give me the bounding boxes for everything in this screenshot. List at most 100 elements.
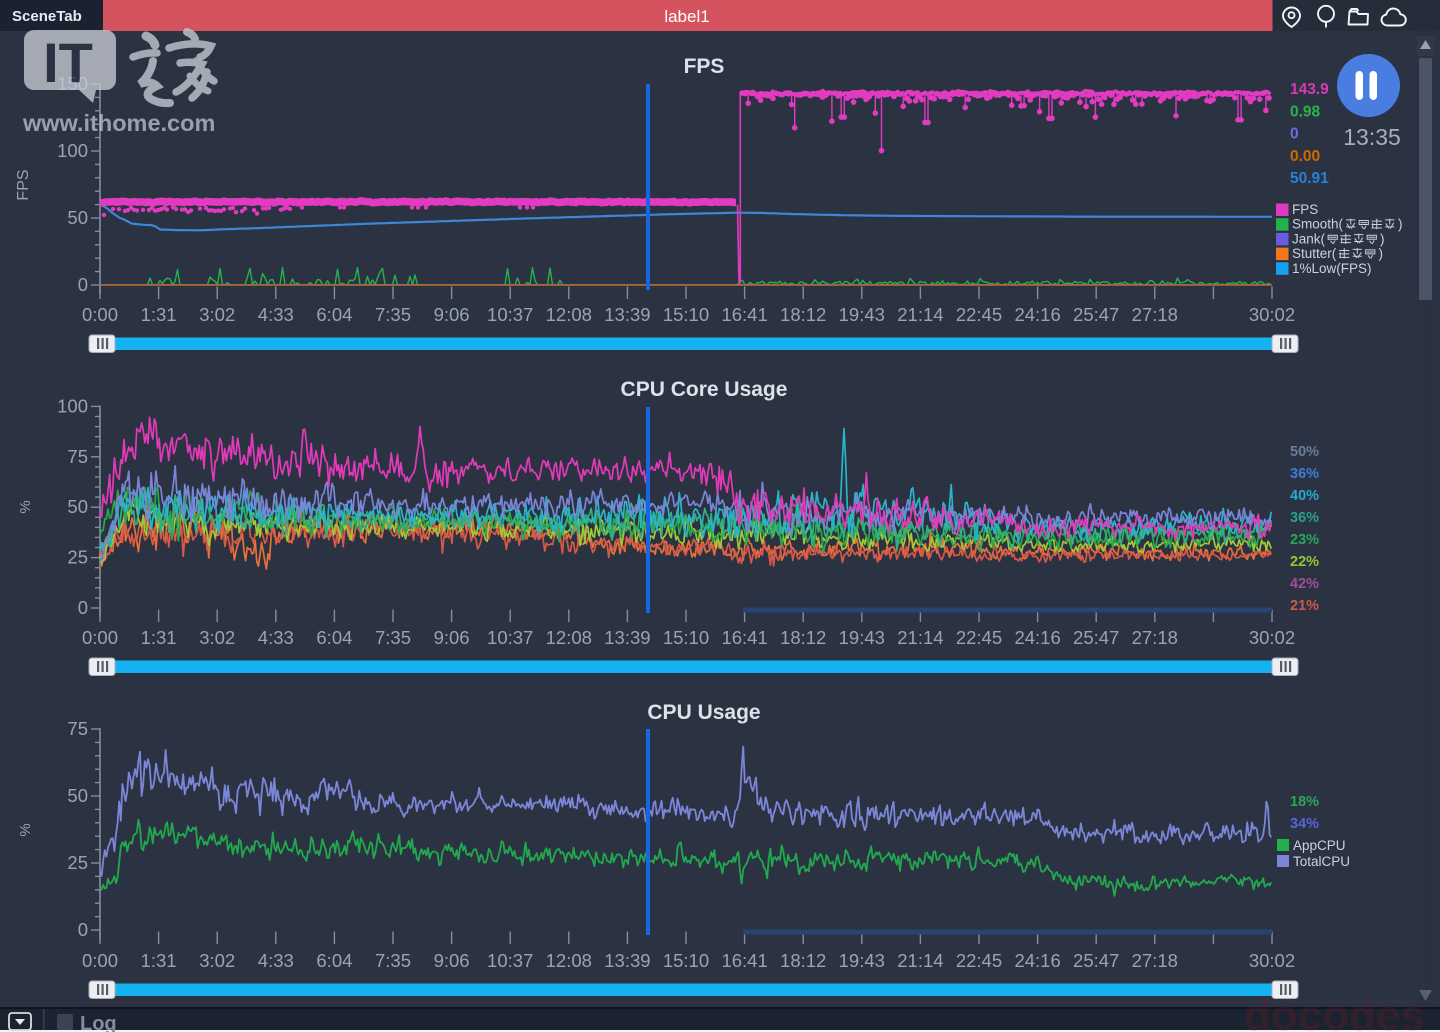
svg-text:30:02: 30:02	[1249, 304, 1295, 325]
svg-text:4:33: 4:33	[258, 950, 294, 971]
svg-text:CPU Core Usage: CPU Core Usage	[621, 378, 788, 401]
svg-text:TotalCPU: TotalCPU	[1293, 854, 1350, 869]
svg-text:25: 25	[67, 547, 88, 568]
svg-text:22:45: 22:45	[956, 627, 1002, 648]
svg-text:Smooth(: Smooth(	[1292, 217, 1344, 232]
svg-text:21:14: 21:14	[897, 627, 943, 648]
svg-text:9:06: 9:06	[434, 627, 470, 648]
svg-text:100: 100	[57, 140, 88, 161]
svg-text:): )	[1379, 246, 1384, 261]
svg-text:12:08: 12:08	[546, 304, 592, 325]
svg-text:7:35: 7:35	[375, 304, 411, 325]
svg-text:75: 75	[67, 446, 88, 467]
svg-text:18:12: 18:12	[780, 950, 826, 971]
svg-text:10:37: 10:37	[487, 950, 533, 971]
svg-text:): )	[1380, 231, 1385, 246]
svg-text:docodes: docodes	[1244, 991, 1425, 1032]
svg-text:18%: 18%	[1290, 794, 1319, 810]
svg-text:21:14: 21:14	[897, 304, 943, 325]
svg-text:25: 25	[67, 852, 88, 873]
svg-text:25:47: 25:47	[1073, 950, 1119, 971]
svg-text:25:47: 25:47	[1073, 627, 1119, 648]
svg-text:30:02: 30:02	[1249, 627, 1295, 648]
svg-text:6:04: 6:04	[316, 627, 352, 648]
svg-text:25:47: 25:47	[1073, 304, 1119, 325]
svg-text:24:16: 24:16	[1014, 950, 1060, 971]
svg-text:1:31: 1:31	[141, 950, 177, 971]
svg-text:0.00: 0.00	[1290, 148, 1320, 165]
svg-text:3:02: 3:02	[199, 627, 235, 648]
svg-text:16:41: 16:41	[721, 627, 767, 648]
svg-text:0.98: 0.98	[1290, 103, 1321, 120]
svg-text:50: 50	[67, 207, 88, 228]
svg-text:18:12: 18:12	[780, 627, 826, 648]
svg-text:36%: 36%	[1290, 466, 1319, 482]
svg-text:50: 50	[67, 496, 88, 517]
svg-text:27:18: 27:18	[1132, 950, 1178, 971]
svg-text:22:45: 22:45	[956, 304, 1002, 325]
svg-text:40%: 40%	[1290, 488, 1319, 504]
svg-text:%: %	[17, 823, 34, 836]
svg-text:19:43: 19:43	[839, 304, 885, 325]
svg-text:143.9: 143.9	[1290, 81, 1329, 98]
svg-text:18:12: 18:12	[780, 304, 826, 325]
svg-text:0:00: 0:00	[82, 627, 118, 648]
svg-text:100: 100	[57, 395, 88, 416]
svg-text:21%: 21%	[1290, 598, 1319, 614]
svg-text:6:04: 6:04	[316, 304, 352, 325]
svg-text:AppCPU: AppCPU	[1293, 838, 1346, 853]
svg-text:21:14: 21:14	[897, 950, 943, 971]
svg-text:): )	[1398, 217, 1403, 232]
svg-text:FPS: FPS	[684, 55, 725, 78]
svg-text:0: 0	[78, 597, 88, 618]
svg-text:27:18: 27:18	[1132, 627, 1178, 648]
svg-text:24:16: 24:16	[1014, 304, 1060, 325]
svg-text:42%: 42%	[1290, 576, 1319, 592]
svg-text:1:31: 1:31	[141, 304, 177, 325]
svg-text:CPU Usage: CPU Usage	[647, 701, 760, 724]
svg-text:22%: 22%	[1290, 554, 1319, 570]
svg-text:label1: label1	[664, 7, 709, 26]
svg-text:10:37: 10:37	[487, 627, 533, 648]
svg-text:Jank(: Jank(	[1292, 231, 1326, 246]
svg-text:10:37: 10:37	[487, 304, 533, 325]
svg-text:0: 0	[1290, 126, 1299, 143]
svg-text:15:10: 15:10	[663, 627, 709, 648]
svg-text:13:39: 13:39	[604, 950, 650, 971]
svg-text:30:02: 30:02	[1249, 950, 1295, 971]
svg-text:4:33: 4:33	[258, 627, 294, 648]
svg-text:www.ithome.com: www.ithome.com	[22, 110, 215, 136]
svg-text:15:10: 15:10	[663, 304, 709, 325]
svg-text:12:08: 12:08	[546, 950, 592, 971]
svg-text:0:00: 0:00	[82, 950, 118, 971]
svg-text:SceneTab: SceneTab	[12, 8, 82, 25]
svg-text:0:00: 0:00	[82, 304, 118, 325]
svg-text:16:41: 16:41	[721, 950, 767, 971]
svg-text:13:39: 13:39	[604, 627, 650, 648]
svg-text:16:41: 16:41	[721, 304, 767, 325]
svg-text:75: 75	[67, 718, 88, 739]
svg-text:36%: 36%	[1290, 510, 1319, 526]
svg-text:50: 50	[67, 785, 88, 806]
svg-text:Stutter(: Stutter(	[1292, 246, 1337, 261]
svg-text:12:08: 12:08	[546, 627, 592, 648]
svg-text:FPS: FPS	[1292, 202, 1318, 217]
svg-text:13:39: 13:39	[604, 304, 650, 325]
svg-text:50.91: 50.91	[1290, 170, 1329, 187]
svg-text:FPS: FPS	[15, 169, 32, 200]
svg-text:0: 0	[78, 919, 88, 940]
svg-text:7:35: 7:35	[375, 627, 411, 648]
svg-text:1%Low(FPS): 1%Low(FPS)	[1292, 261, 1372, 276]
svg-text:50%: 50%	[1290, 444, 1319, 460]
svg-text:6:04: 6:04	[316, 950, 352, 971]
svg-text:3:02: 3:02	[199, 304, 235, 325]
svg-text:3:02: 3:02	[199, 950, 235, 971]
svg-text:27:18: 27:18	[1132, 304, 1178, 325]
svg-text:22:45: 22:45	[956, 950, 1002, 971]
svg-text:7:35: 7:35	[375, 950, 411, 971]
svg-text:Log: Log	[80, 1013, 117, 1032]
svg-text:9:06: 9:06	[434, 304, 470, 325]
svg-text:IT: IT	[43, 31, 93, 94]
svg-text:0: 0	[78, 274, 88, 295]
svg-text:9:06: 9:06	[434, 950, 470, 971]
